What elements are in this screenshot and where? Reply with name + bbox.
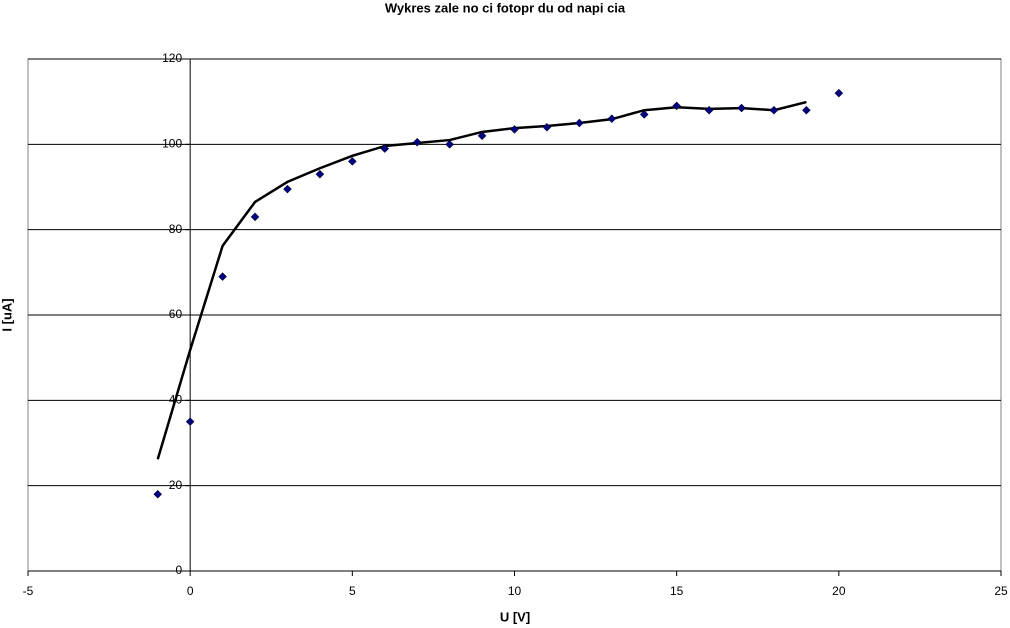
data-point	[542, 122, 552, 132]
data-point	[834, 88, 844, 98]
data-point	[575, 118, 584, 128]
data-point	[185, 417, 195, 427]
data-point	[607, 114, 617, 124]
data-point	[153, 489, 163, 499]
x-tick-label: 5	[349, 584, 356, 598]
x-tick-label: 0	[187, 584, 194, 598]
y-tick-label: 0	[175, 563, 182, 577]
x-tick-label: 10	[508, 584, 522, 598]
x-tick-label: 15	[670, 584, 684, 598]
x-tick-label: 20	[832, 584, 846, 598]
data-point	[704, 105, 714, 115]
y-tick-label: 80	[169, 222, 183, 236]
data-point	[347, 157, 357, 166]
data-point	[737, 103, 746, 113]
y-tick-label: 100	[162, 137, 182, 151]
y-tick-label: 60	[169, 307, 183, 321]
data-point	[283, 184, 292, 194]
y-tick-label: 20	[169, 478, 183, 492]
x-axis-title: U [V]	[500, 609, 530, 624]
data-point	[477, 131, 487, 141]
data-point	[250, 212, 260, 222]
data-point	[218, 272, 227, 281]
data-point	[445, 139, 454, 149]
chart-title: Wykres zale no ci fotopr du od napi cia	[385, 0, 626, 15]
data-point	[672, 101, 682, 111]
data-point	[769, 105, 779, 115]
data-point	[315, 169, 325, 179]
x-tick-label: 25	[994, 584, 1008, 598]
data-point	[802, 105, 811, 115]
x-tick-label: -5	[23, 584, 34, 598]
y-axis-title: I [uA]	[0, 298, 14, 331]
y-tick-label: 120	[162, 51, 182, 65]
data-point	[510, 125, 519, 134]
data-point	[412, 137, 422, 147]
data-point	[639, 110, 649, 119]
data-point	[380, 144, 390, 153]
